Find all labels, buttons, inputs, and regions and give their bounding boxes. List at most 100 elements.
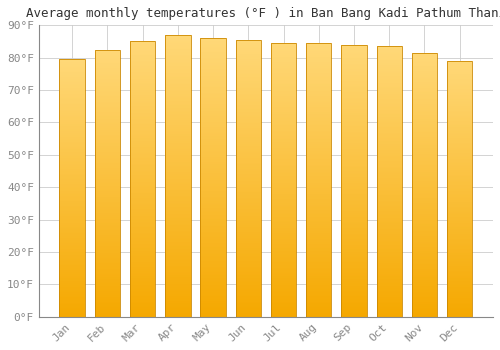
Bar bbox=[236, 115, 261, 116]
Bar bbox=[412, 186, 437, 188]
Bar bbox=[200, 84, 226, 86]
Bar bbox=[165, 108, 190, 110]
Bar bbox=[200, 144, 226, 146]
Bar bbox=[447, 136, 472, 138]
Bar bbox=[94, 248, 120, 250]
Bar bbox=[200, 256, 226, 257]
Bar bbox=[306, 88, 332, 90]
Bar bbox=[94, 315, 120, 317]
Bar bbox=[271, 279, 296, 280]
Bar bbox=[130, 251, 156, 252]
Bar bbox=[165, 270, 190, 272]
Bar bbox=[376, 79, 402, 80]
Bar bbox=[60, 207, 85, 209]
Bar bbox=[60, 75, 85, 76]
Bar bbox=[94, 182, 120, 183]
Bar bbox=[236, 198, 261, 199]
Bar bbox=[236, 176, 261, 177]
Bar bbox=[60, 153, 85, 155]
Bar bbox=[94, 237, 120, 238]
Bar bbox=[165, 117, 190, 118]
Bar bbox=[94, 203, 120, 204]
Bar bbox=[306, 166, 332, 168]
Bar bbox=[60, 222, 85, 223]
Bar bbox=[165, 304, 190, 306]
Bar bbox=[342, 136, 366, 137]
Bar bbox=[60, 288, 85, 290]
Bar bbox=[447, 182, 472, 184]
Bar bbox=[412, 65, 437, 66]
Bar bbox=[236, 148, 261, 149]
Bar bbox=[165, 212, 190, 214]
Bar bbox=[447, 236, 472, 238]
Bar bbox=[165, 267, 190, 269]
Bar bbox=[236, 259, 261, 260]
Bar bbox=[200, 68, 226, 69]
Bar bbox=[376, 99, 402, 100]
Bar bbox=[200, 150, 226, 151]
Bar bbox=[447, 103, 472, 104]
Bar bbox=[306, 252, 332, 254]
Bar bbox=[94, 86, 120, 87]
Bar bbox=[447, 67, 472, 69]
Bar bbox=[447, 299, 472, 300]
Bar bbox=[60, 135, 85, 136]
Bar bbox=[130, 116, 156, 117]
Bar bbox=[447, 290, 472, 291]
Bar bbox=[342, 301, 366, 302]
Bar bbox=[376, 94, 402, 95]
Bar bbox=[60, 62, 85, 63]
Bar bbox=[94, 210, 120, 211]
Bar bbox=[165, 93, 190, 94]
Bar bbox=[165, 77, 190, 79]
Bar bbox=[306, 248, 332, 250]
Bar bbox=[447, 199, 472, 200]
Bar bbox=[165, 222, 190, 224]
Bar bbox=[130, 62, 156, 63]
Bar bbox=[200, 52, 226, 54]
Bar bbox=[165, 53, 190, 55]
Bar bbox=[200, 207, 226, 208]
Bar bbox=[271, 296, 296, 298]
Bar bbox=[200, 115, 226, 116]
Bar bbox=[130, 299, 156, 300]
Bar bbox=[376, 175, 402, 176]
Bar bbox=[94, 139, 120, 140]
Bar bbox=[271, 52, 296, 54]
Bar bbox=[60, 195, 85, 196]
Bar bbox=[60, 205, 85, 206]
Bar bbox=[200, 284, 226, 285]
Bar bbox=[306, 47, 332, 49]
Bar bbox=[60, 298, 85, 299]
Bar bbox=[130, 82, 156, 83]
Bar bbox=[165, 232, 190, 234]
Bar bbox=[94, 261, 120, 262]
Bar bbox=[412, 173, 437, 174]
Bar bbox=[412, 71, 437, 72]
Bar bbox=[271, 261, 296, 262]
Bar bbox=[60, 309, 85, 310]
Bar bbox=[165, 280, 190, 282]
Bar bbox=[200, 241, 226, 243]
Bar bbox=[236, 135, 261, 137]
Bar bbox=[412, 218, 437, 219]
Bar bbox=[306, 43, 332, 44]
Bar bbox=[60, 72, 85, 74]
Bar bbox=[342, 304, 366, 306]
Bar bbox=[271, 49, 296, 50]
Bar bbox=[165, 197, 190, 198]
Bar bbox=[447, 271, 472, 272]
Bar bbox=[271, 235, 296, 236]
Bar bbox=[412, 298, 437, 300]
Bar bbox=[236, 249, 261, 250]
Bar bbox=[165, 170, 190, 172]
Bar bbox=[271, 43, 296, 44]
Bar bbox=[306, 205, 332, 206]
Bar bbox=[376, 146, 402, 148]
Bar bbox=[412, 206, 437, 207]
Bar bbox=[306, 213, 332, 214]
Bar bbox=[200, 271, 226, 272]
Bar bbox=[376, 270, 402, 271]
Bar bbox=[165, 72, 190, 73]
Bar bbox=[342, 265, 366, 266]
